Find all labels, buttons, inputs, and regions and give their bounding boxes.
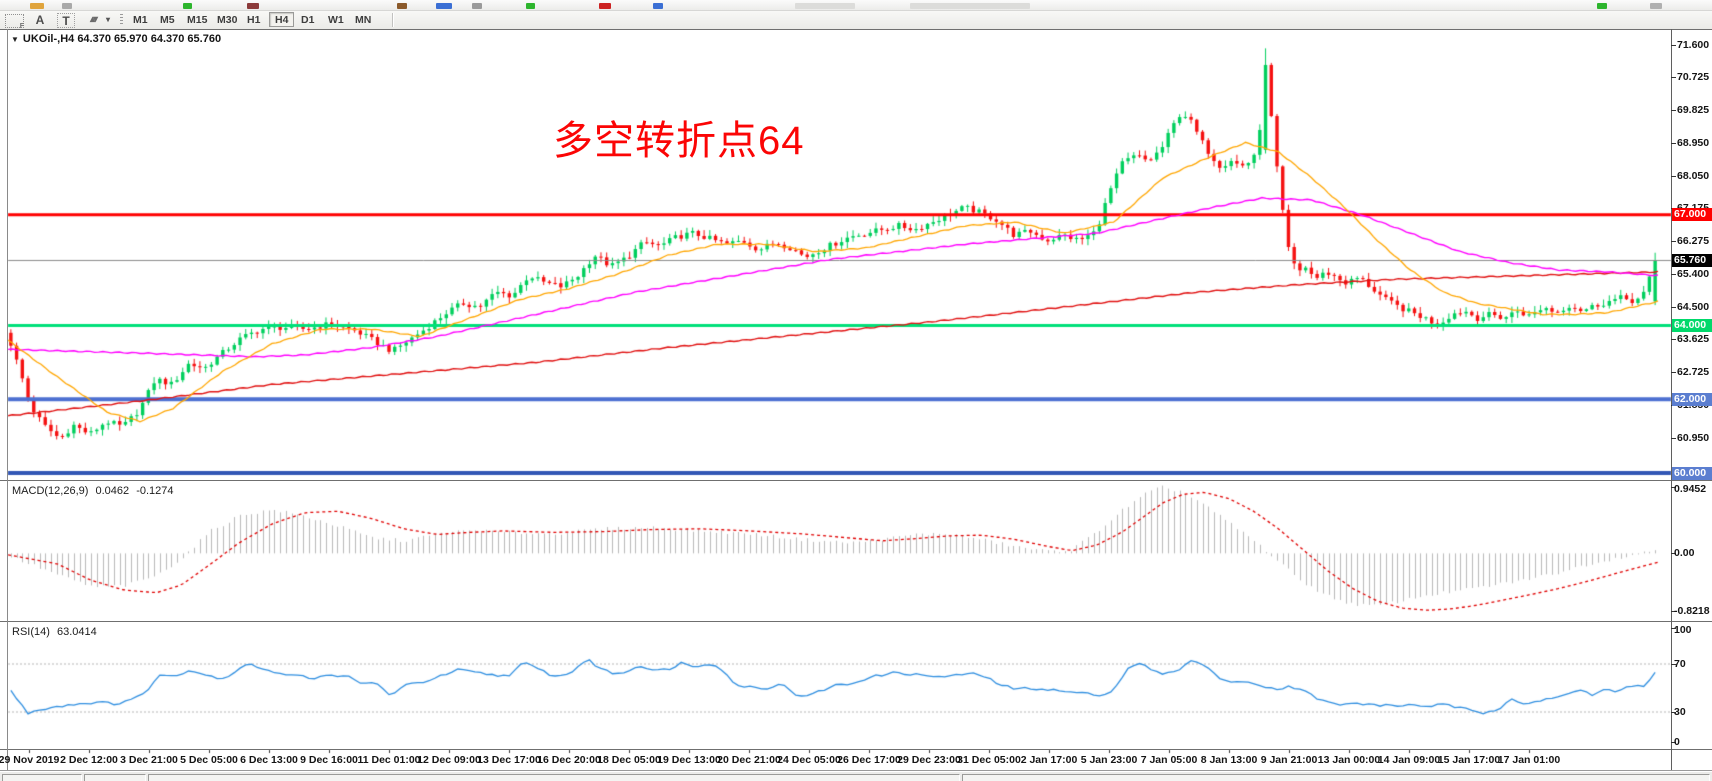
time-axis-label: 2 Jan 17:00 xyxy=(1020,754,1078,766)
rsi-name: RSI(14) xyxy=(12,626,50,638)
price-level-label: 60.000 xyxy=(1672,466,1712,480)
macd-value-signal: -0.1274 xyxy=(136,485,174,497)
pane-separator-macd[interactable] xyxy=(0,480,1712,481)
time-axis-label: 6 Dec 13:00 xyxy=(240,754,298,766)
price-tick-mark xyxy=(1671,372,1676,374)
price-tick-mark xyxy=(1671,77,1676,79)
macd-tick-mark xyxy=(1671,611,1676,613)
time-axis-label: 9 Jan 21:00 xyxy=(1260,754,1318,766)
price-tick-label: 69.825 xyxy=(1677,104,1710,117)
price-tick-mark xyxy=(1671,306,1676,308)
pane-border xyxy=(0,29,1712,30)
time-axis-label: 5 Dec 05:00 xyxy=(180,754,238,766)
price-tick-label: 63.625 xyxy=(1677,333,1710,346)
pane-separator-rsi[interactable] xyxy=(0,621,1712,622)
macd-tick-mark xyxy=(1671,487,1676,489)
price-axis-line[interactable] xyxy=(1671,29,1672,770)
status-bar xyxy=(0,772,1712,781)
price-tick-label: 62.725 xyxy=(1677,366,1710,379)
rsi-tick-mark xyxy=(1671,712,1676,713)
price-tick-label: 66.275 xyxy=(1677,235,1710,248)
rsi-tick-mark xyxy=(1671,742,1676,743)
price-tick-mark xyxy=(1671,45,1676,46)
time-axis-label: 29 Nov 2019 xyxy=(0,754,60,766)
time-axis-label: 13 Jan 00:00 xyxy=(1317,754,1381,766)
status-bar-section xyxy=(84,774,146,781)
status-border xyxy=(0,770,1712,771)
chart-annotation-text[interactable]: 多空转折点64 xyxy=(553,119,805,163)
status-bar-section xyxy=(2,774,82,781)
price-tick-label: 71.600 xyxy=(1677,39,1710,51)
price-level-label: 62.000 xyxy=(1672,392,1712,406)
rsi-label: RSI(14) 63.0414 xyxy=(12,626,97,638)
time-axis-label: 11 Dec 01:00 xyxy=(357,754,421,766)
price-tick-label: 64.500 xyxy=(1677,300,1710,313)
price-tick-mark xyxy=(1671,142,1676,144)
time-axis-label: 20 Dec 21:00 xyxy=(717,754,781,766)
macd-name: MACD(12,26,9) xyxy=(12,485,89,497)
price-tick-mark xyxy=(1671,339,1676,341)
time-axis-label: 9 Dec 16:00 xyxy=(300,754,358,766)
rsi-scale-label: 30 xyxy=(1674,706,1686,718)
rsi-scale-label: 0 xyxy=(1674,736,1680,748)
time-axis-label: 31 Dec 05:00 xyxy=(957,754,1021,766)
macd-value-main: 0.0462 xyxy=(95,485,130,497)
time-axis-label: 5 Jan 23:00 xyxy=(1080,754,1138,766)
rsi-scale-label: 70 xyxy=(1674,658,1686,670)
status-bar-section xyxy=(962,774,1710,781)
time-axis-label: 13 Dec 17:00 xyxy=(477,754,541,766)
price-tick-mark xyxy=(1671,273,1676,275)
macd-tick-mark xyxy=(1671,553,1676,555)
time-axis-label: 19 Dec 13:00 xyxy=(657,754,721,766)
price-level-label: 65.760 xyxy=(1672,253,1712,267)
price-tick-mark xyxy=(1671,110,1676,112)
price-level-label: 64.000 xyxy=(1672,318,1712,332)
time-axis-label: 8 Jan 13:00 xyxy=(1200,754,1258,766)
time-axis-border xyxy=(0,749,1712,750)
status-bar-section xyxy=(148,774,960,781)
time-axis-label: 2 Dec 12:00 xyxy=(60,754,118,766)
chart-title-text: UKOil-,H4 64.370 65.970 64.370 65.760 xyxy=(22,33,222,45)
rsi-value: 63.0414 xyxy=(56,626,97,638)
time-axis-label: 17 Jan 01:00 xyxy=(1497,754,1561,766)
macd-scale-label: 0.9452 xyxy=(1674,483,1707,495)
price-tick-label: 70.725 xyxy=(1677,71,1710,84)
price-tick-label: 68.050 xyxy=(1677,169,1710,182)
macd-scale-label: -0.8218 xyxy=(1674,605,1710,618)
price-tick-label: 65.400 xyxy=(1677,267,1710,280)
chart-left-border xyxy=(7,29,8,770)
time-axis-label: 3 Dec 21:00 xyxy=(120,754,178,766)
time-axis-label: 26 Dec 17:00 xyxy=(837,754,901,766)
price-tick-label: 60.950 xyxy=(1677,431,1710,444)
price-tick-mark xyxy=(1671,241,1676,243)
time-axis-label: 29 Dec 23:00 xyxy=(897,754,961,766)
macd-scale-label: 0.00 xyxy=(1674,547,1695,560)
collapse-arrow-icon[interactable]: ▼ xyxy=(11,35,19,44)
time-axis-label: 18 Dec 05:00 xyxy=(597,754,661,766)
macd-label: MACD(12,26,9) 0.0462 -0.1274 xyxy=(12,485,174,497)
rsi-tick-mark xyxy=(1671,664,1676,665)
time-axis-label: 14 Jan 09:00 xyxy=(1377,754,1441,766)
rsi-scale-label: 100 xyxy=(1674,624,1692,636)
time-axis-label: 15 Jan 17:00 xyxy=(1437,754,1501,766)
chart-title: ▼ UKOil-,H4 64.370 65.970 64.370 65.760 xyxy=(11,33,221,45)
price-tick-mark xyxy=(1671,437,1676,439)
time-axis-label: 24 Dec 05:00 xyxy=(777,754,841,766)
price-level-label: 67.000 xyxy=(1672,208,1712,222)
time-axis-label: 12 Dec 09:00 xyxy=(417,754,481,766)
price-tick-mark xyxy=(1671,175,1676,177)
price-tick-label: 68.950 xyxy=(1677,136,1710,149)
time-axis-label: 16 Dec 20:00 xyxy=(537,754,601,766)
rsi-tick-mark xyxy=(1671,628,1676,629)
time-axis-label: 7 Jan 05:00 xyxy=(1140,754,1198,766)
